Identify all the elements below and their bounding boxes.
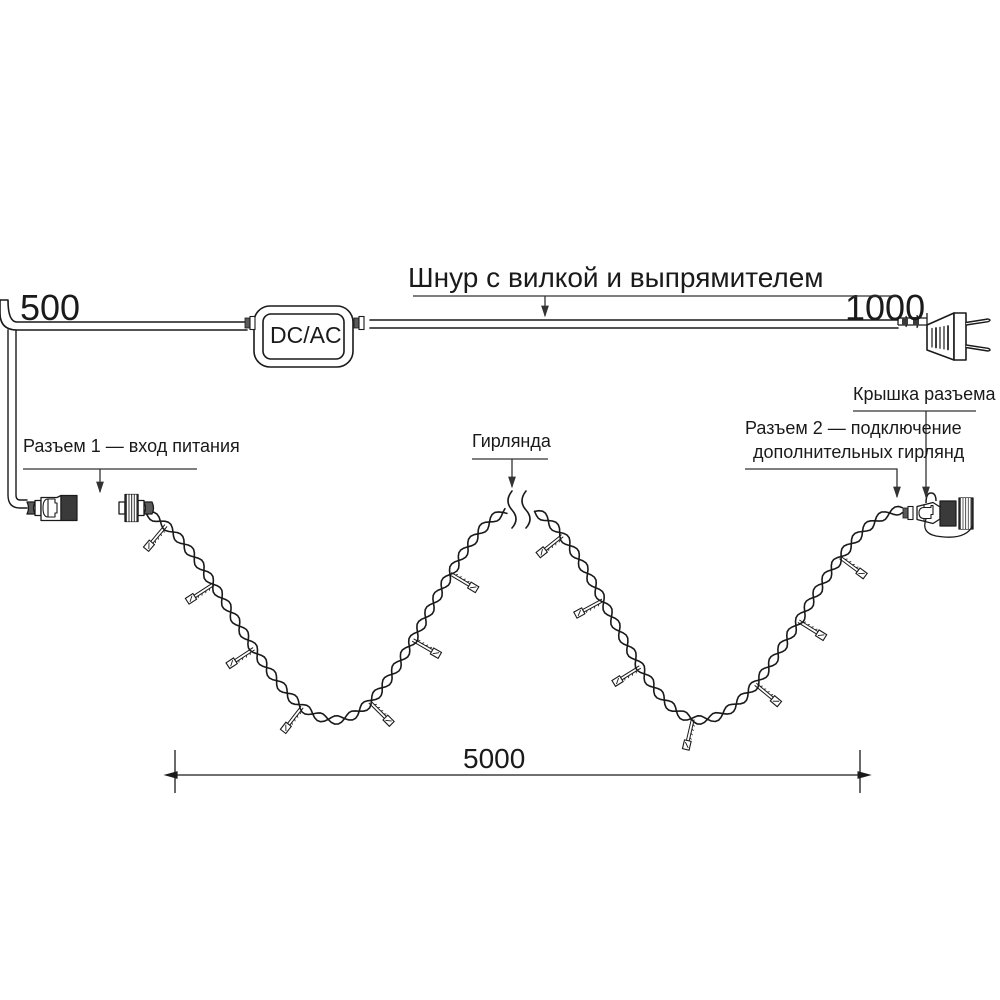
svg-text:Разъем 1 — вход питания: Разъем 1 — вход питания [23,436,240,456]
svg-text:дополнительных гирлянд: дополнительных гирлянд [753,442,965,462]
svg-text:Разъем 2 — подключение: Разъем 2 — подключение [745,418,962,438]
svg-text:Шнур с вилкой и выпрямителем: Шнур с вилкой и выпрямителем [408,262,824,293]
svg-text:Гирлянда: Гирлянда [472,431,552,451]
svg-text:DC/AC: DC/AC [270,322,342,348]
svg-text:500: 500 [20,287,80,328]
svg-text:5000: 5000 [463,743,525,774]
svg-text:1000: 1000 [845,287,925,328]
svg-text:Крышка разъема: Крышка разъема [853,384,996,404]
